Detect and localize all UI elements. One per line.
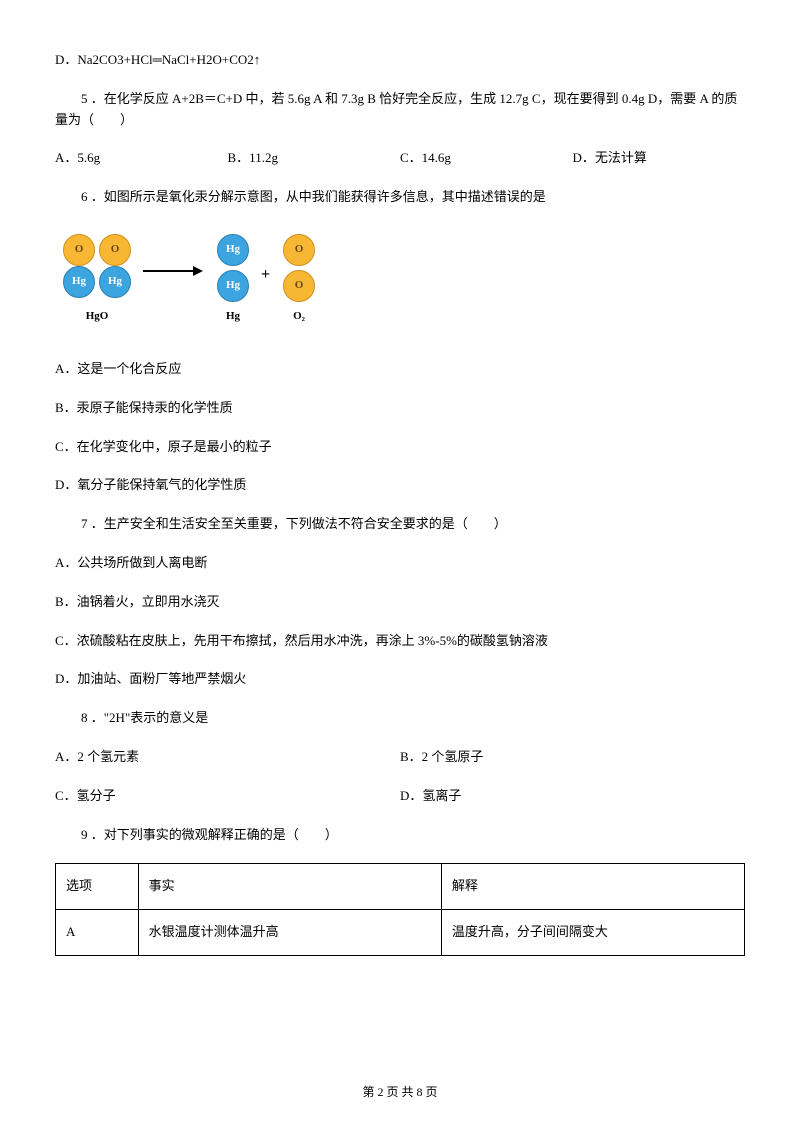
table-cell-fact: 水银温度计测体温升高 bbox=[138, 910, 441, 956]
table-row: A 水银温度计测体温升高 温度升高，分子间间隔变大 bbox=[56, 910, 745, 956]
q5-option-c: C．14.6g bbox=[400, 148, 573, 169]
atom-oxygen-3: O bbox=[283, 234, 315, 266]
q9-stem: 9 ．对下列事实的微观解释正确的是（ ） bbox=[55, 825, 745, 846]
atom-mercury-3: Hg bbox=[217, 234, 249, 266]
q5-options: A．5.6g B．11.2g C．14.6g D．无法计算 bbox=[55, 148, 745, 169]
q8-option-b: B．2 个氢原子 bbox=[400, 747, 745, 768]
atom-oxygen-1: O bbox=[63, 234, 95, 266]
table-header-row: 选项 事实 解释 bbox=[56, 864, 745, 910]
table-cell-explanation: 温度升高，分子间间隔变大 bbox=[441, 910, 744, 956]
q7-option-a: A．公共场所做到人离电断 bbox=[55, 553, 745, 574]
q8-stem: 8 ．"2H"表示的意义是 bbox=[55, 708, 745, 729]
q5-option-d: D．无法计算 bbox=[573, 148, 746, 169]
q6-stem: 6 ．如图所示是氧化汞分解示意图，从中我们能获得许多信息，其中描述错误的是 bbox=[55, 187, 745, 208]
q6-option-c: C．在化学变化中，原子是最小的粒子 bbox=[55, 437, 745, 458]
q5-stem: 5 ．在化学反应 A+2B＝C+D 中，若 5.6g A 和 7.3g B 恰好… bbox=[55, 89, 745, 131]
q7-option-b: B．油锅着火，立即用水浇灭 bbox=[55, 592, 745, 613]
q8-option-d: D．氢离子 bbox=[400, 786, 745, 807]
plus-icon: + bbox=[261, 262, 270, 288]
page-footer: 第 2 页 共 8 页 bbox=[0, 1083, 800, 1102]
q8-option-c: C．氢分子 bbox=[55, 786, 400, 807]
atom-mercury-1: Hg bbox=[63, 266, 95, 298]
table-header-explanation: 解释 bbox=[441, 864, 744, 910]
q9-table: 选项 事实 解释 A 水银温度计测体温升高 温度升高，分子间间隔变大 bbox=[55, 863, 745, 956]
q6-option-d: D．氧分子能保持氧气的化学性质 bbox=[55, 475, 745, 496]
q8-option-a: A．2 个氢元素 bbox=[55, 747, 400, 768]
q7-stem: 7 ．生产安全和生活安全至关重要，下列做法不符合安全要求的是（ ） bbox=[55, 514, 745, 535]
q5-option-b: B．11.2g bbox=[228, 148, 401, 169]
q7-option-c: C．浓硫酸粘在皮肤上，先用干布擦拭，然后用水冲洗，再涂上 3%-5%的碳酸氢钠溶… bbox=[55, 631, 745, 652]
atom-oxygen-4: O bbox=[283, 270, 315, 302]
q6-option-a: A．这是一个化合反应 bbox=[55, 359, 745, 380]
atom-mercury-2: Hg bbox=[99, 266, 131, 298]
table-cell-option: A bbox=[56, 910, 139, 956]
q8-options-row1: A．2 个氢元素 B．2 个氢原子 bbox=[55, 747, 745, 768]
q8-options-row2: C．氢分子 D．氢离子 bbox=[55, 786, 745, 807]
table-header-fact: 事实 bbox=[138, 864, 441, 910]
q4-option-d: D．Na2CO3+HCl═NaCl+H2O+CO2↑ bbox=[55, 50, 745, 71]
q7-option-d: D．加油站、面粉厂等地严禁烟火 bbox=[55, 669, 745, 690]
label-hg: Hg bbox=[217, 308, 249, 326]
q6-option-b: B．汞原子能保持汞的化学性质 bbox=[55, 398, 745, 419]
q5-option-a: A．5.6g bbox=[55, 148, 228, 169]
atom-oxygen-2: O bbox=[99, 234, 131, 266]
arrow-icon bbox=[143, 264, 203, 278]
atom-mercury-4: Hg bbox=[217, 270, 249, 302]
label-hgo: HgO bbox=[77, 308, 117, 326]
hgo-decomposition-diagram: O O Hg Hg HgO Hg Hg Hg + O O O₂ bbox=[55, 226, 345, 341]
label-o2: O₂ bbox=[283, 308, 315, 326]
table-header-option: 选项 bbox=[56, 864, 139, 910]
